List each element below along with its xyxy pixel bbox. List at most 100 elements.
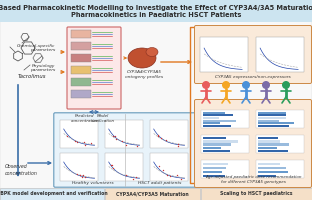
Bar: [258, 175, 275, 177]
Bar: [258, 122, 294, 124]
FancyBboxPatch shape: [54, 113, 196, 187]
Circle shape: [262, 81, 270, 89]
Bar: [203, 122, 220, 124]
Bar: [256, 110, 304, 128]
Bar: [201, 160, 249, 178]
Point: [80, 173, 85, 176]
Text: Model
verification: Model verification: [91, 114, 115, 123]
Bar: [200, 37, 248, 72]
Bar: [150, 153, 188, 181]
Text: HSCT adult patients: HSCT adult patients: [138, 181, 182, 185]
Bar: [203, 150, 230, 152]
Bar: [203, 140, 238, 143]
Point: [78, 174, 83, 177]
Point: [112, 135, 117, 138]
Text: Predicted
concentration: Predicted concentration: [71, 114, 99, 123]
Point: [75, 141, 80, 144]
Bar: [203, 175, 225, 177]
Text: Pharmacokinetics in Paediatric HSCT Patients: Pharmacokinetics in Paediatric HSCT Pati…: [71, 12, 241, 18]
FancyBboxPatch shape: [194, 99, 311, 188]
Bar: [1, 22, 311, 188]
Bar: [258, 125, 289, 127]
Bar: [71, 78, 91, 86]
Bar: [258, 137, 278, 139]
Bar: [71, 66, 91, 74]
Bar: [203, 114, 233, 116]
Point: [73, 140, 78, 143]
Circle shape: [222, 81, 230, 89]
Circle shape: [242, 81, 250, 89]
Point: [133, 176, 138, 179]
Text: Scaling to HSCT paediatrics: Scaling to HSCT paediatrics: [220, 192, 293, 196]
Circle shape: [282, 81, 290, 89]
Bar: [258, 143, 289, 146]
Point: [175, 143, 180, 146]
Bar: [258, 117, 286, 119]
Point: [174, 174, 179, 177]
Point: [110, 167, 115, 170]
Point: [78, 173, 83, 176]
Point: [164, 173, 169, 176]
Point: [109, 163, 114, 167]
Point: [111, 134, 116, 137]
Bar: [258, 147, 277, 149]
Bar: [258, 112, 286, 114]
Bar: [258, 150, 288, 152]
Text: Tacrolimus: Tacrolimus: [18, 74, 46, 79]
Point: [135, 144, 140, 147]
Circle shape: [202, 81, 210, 89]
Bar: [105, 188, 200, 200]
FancyBboxPatch shape: [194, 25, 311, 84]
Bar: [258, 163, 280, 165]
Bar: [71, 42, 91, 50]
Text: Age-adjusted paediatric dose recommendation
for different CYP3A5 genotypes: Age-adjusted paediatric dose recommendat…: [205, 175, 301, 184]
Ellipse shape: [146, 47, 158, 56]
Point: [156, 133, 161, 136]
Bar: [203, 143, 231, 146]
Point: [179, 177, 184, 180]
Point: [167, 174, 172, 177]
Point: [82, 176, 87, 179]
Bar: [256, 37, 304, 72]
Bar: [105, 153, 143, 181]
Text: Physiology
parameters: Physiology parameters: [30, 64, 55, 72]
Point: [158, 136, 163, 139]
Point: [110, 164, 115, 167]
Point: [89, 142, 94, 145]
Bar: [203, 120, 236, 122]
Bar: [203, 125, 231, 127]
Bar: [60, 120, 98, 148]
Bar: [201, 110, 249, 128]
Bar: [71, 90, 91, 98]
Text: CYP3A5 expressors/non-expressors: CYP3A5 expressors/non-expressors: [215, 75, 291, 79]
Point: [163, 139, 168, 142]
Bar: [256, 160, 304, 178]
Point: [120, 139, 125, 142]
Point: [156, 134, 161, 137]
Text: PBPK model development and verification: PBPK model development and verification: [0, 192, 107, 196]
Bar: [203, 163, 228, 165]
Point: [124, 174, 129, 177]
Bar: [258, 120, 279, 122]
Bar: [71, 30, 91, 38]
Bar: [0, 188, 104, 200]
Bar: [258, 167, 286, 169]
Text: Physiologically-Based Pharmacokinetic Modelling to Investigate the Effect of CYP: Physiologically-Based Pharmacokinetic Mo…: [0, 5, 312, 11]
Point: [157, 165, 162, 168]
Bar: [105, 120, 143, 148]
Bar: [0, 0, 312, 22]
Point: [81, 141, 86, 144]
Text: Observed
concentration: Observed concentration: [5, 164, 38, 176]
Bar: [150, 120, 188, 148]
Bar: [201, 188, 312, 200]
Text: Healthy volunteers: Healthy volunteers: [72, 181, 114, 185]
Bar: [203, 147, 221, 149]
Ellipse shape: [128, 48, 156, 68]
Point: [124, 143, 129, 147]
FancyBboxPatch shape: [67, 27, 121, 109]
Point: [114, 138, 119, 141]
Bar: [203, 117, 219, 119]
Bar: [203, 112, 225, 114]
Bar: [256, 135, 304, 153]
Bar: [60, 153, 98, 181]
